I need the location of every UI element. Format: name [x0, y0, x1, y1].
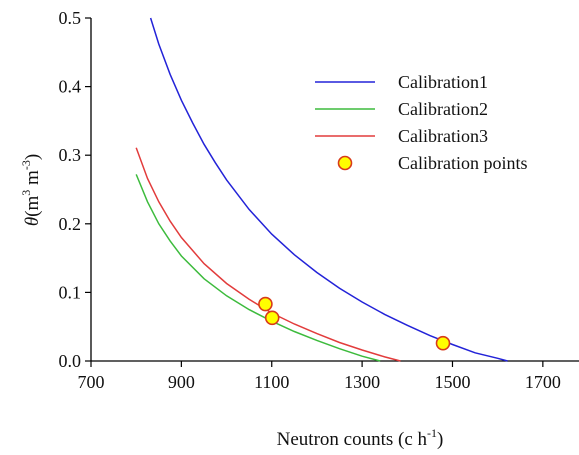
- y-tick-label: 0.5: [59, 8, 82, 28]
- series-line-calibration1: [149, 17, 508, 362]
- x-axis-title-close: ): [437, 429, 443, 450]
- y-tick-label: 0.4: [59, 77, 82, 97]
- x-tick-label: 1500: [434, 372, 470, 392]
- x-tick-label: 700: [78, 372, 105, 392]
- series-line-calibration3: [135, 147, 401, 362]
- y-tick-label: 0.2: [59, 214, 82, 234]
- y-axis-title-sup1: 3: [19, 190, 33, 196]
- calibration-point: [264, 310, 280, 326]
- x-ticks: 700 900 1100 1300 1500 1700: [78, 361, 561, 392]
- x-axis-title-sup: -1: [427, 426, 437, 440]
- x-axis-title-main: Neutron counts (c h: [277, 429, 428, 450]
- y-ticks: 0.0 0.1 0.2 0.3 0.4 0.5: [59, 8, 91, 371]
- calibration-point: [435, 335, 451, 351]
- legend-label-calibration1: Calibration1: [398, 72, 488, 92]
- y-axis-title: θ(m3 m-3): [19, 154, 43, 226]
- legend-label-calibration-points: Calibration points: [398, 153, 528, 173]
- series-points: [258, 296, 451, 351]
- series-line-calibration2: [135, 174, 381, 362]
- y-tick-label: 0.0: [59, 351, 82, 371]
- y-axis-title-sup2: -3: [19, 160, 33, 170]
- y-tick-label: 0.1: [59, 282, 82, 302]
- x-tick-label: 1700: [525, 372, 561, 392]
- axes-frame: [90, 18, 579, 362]
- legend-swatch-calibration-points: [337, 155, 353, 171]
- series-lines: [135, 17, 508, 362]
- y-axis-title-unit-open: (m: [22, 195, 43, 216]
- legend-label-calibration2: Calibration2: [398, 99, 488, 119]
- x-tick-label: 1300: [344, 372, 380, 392]
- y-tick-label: 0.3: [59, 145, 82, 165]
- legend-label-calibration3: Calibration3: [398, 126, 488, 146]
- y-axis-title-mid: m: [22, 170, 43, 190]
- calibration-point: [258, 296, 273, 312]
- legend: Calibration1 Calibration2 Calibration3 Cali…: [315, 72, 528, 173]
- x-axis-title: Neutron counts (c h-1): [277, 426, 444, 450]
- x-tick-label: 1100: [254, 372, 289, 392]
- y-axis-title-symbol: θ: [22, 217, 43, 226]
- x-tick-label: 900: [168, 372, 195, 392]
- y-axis-title-close: ): [22, 154, 43, 160]
